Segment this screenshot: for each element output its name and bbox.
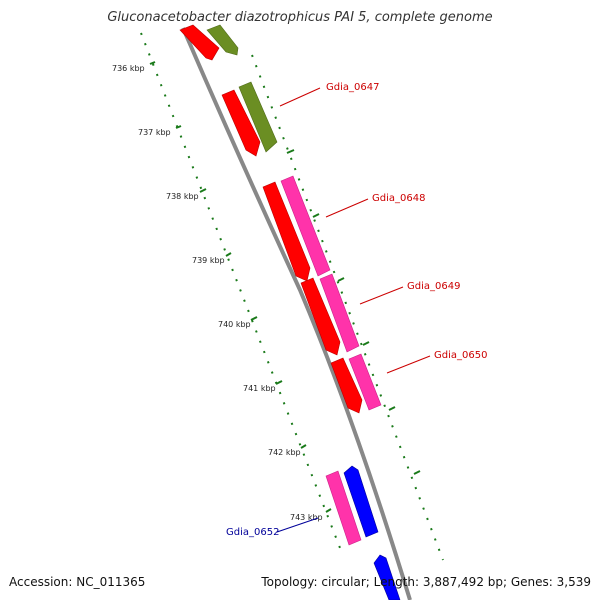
tick-label-740: 740 kbp bbox=[218, 320, 251, 329]
gene-label-gdia-0649[interactable]: Gdia_0649 bbox=[407, 281, 460, 292]
gene-arrow-olive[interactable] bbox=[238, 81, 278, 153]
genome-backbone bbox=[181, 27, 412, 600]
tick-label-736: 736 kbp bbox=[112, 64, 145, 73]
gene-arrow-red[interactable] bbox=[179, 24, 220, 61]
gene-label-gdia-0650[interactable]: Gdia_0650 bbox=[434, 350, 487, 361]
leader-line-gdia-0652 bbox=[276, 517, 319, 533]
major-tick-marks bbox=[149, 61, 421, 513]
gene-arrow-red[interactable] bbox=[262, 181, 311, 282]
gene-arrow-red[interactable] bbox=[300, 277, 341, 356]
gene-arrow-pink[interactable] bbox=[348, 353, 382, 411]
inner-scale-track bbox=[140, 32, 341, 549]
gene-label-gdia-0647[interactable]: Gdia_0647 bbox=[326, 82, 379, 93]
gene-label-gdia-0648[interactable]: Gdia_0648 bbox=[372, 193, 425, 204]
tick-label-737: 737 kbp bbox=[138, 128, 171, 137]
leader-line-gdia-0648 bbox=[325, 198, 369, 218]
tick-label-743: 743 kbp bbox=[290, 513, 323, 522]
accession-text: Accession: NC_011365 bbox=[9, 575, 146, 589]
gene-arrow-red[interactable] bbox=[330, 357, 363, 414]
gene-label-gdia-0652[interactable]: Gdia_0652 bbox=[226, 527, 279, 538]
map-title: Gluconacetobacter diazotrophicus PAI 5, … bbox=[107, 10, 493, 25]
tick-label-742: 742 kbp bbox=[268, 448, 301, 457]
leader-line-gdia-0647 bbox=[279, 87, 321, 107]
outer-scale-track bbox=[251, 54, 444, 561]
leader-line-gdia-0649 bbox=[359, 286, 404, 305]
gene-arrow-olive[interactable] bbox=[206, 24, 239, 56]
tick-label-739: 739 kbp bbox=[192, 256, 225, 265]
gene-arrow-blue[interactable] bbox=[373, 554, 401, 600]
leader-line-gdia-0650 bbox=[386, 355, 431, 374]
tick-label-741: 741 kbp bbox=[243, 384, 276, 393]
gene-arrow-pink[interactable] bbox=[280, 175, 331, 277]
gene-arrow-pink[interactable] bbox=[319, 273, 360, 353]
gene-arrow-blue[interactable] bbox=[343, 465, 379, 538]
genome-summary-text: Topology: circular; Length: 3,887,492 bp… bbox=[261, 575, 591, 589]
gene-arrow-red[interactable] bbox=[221, 89, 261, 157]
tick-label-738: 738 kbp bbox=[166, 192, 199, 201]
gene-arrow-pink[interactable] bbox=[325, 470, 362, 546]
